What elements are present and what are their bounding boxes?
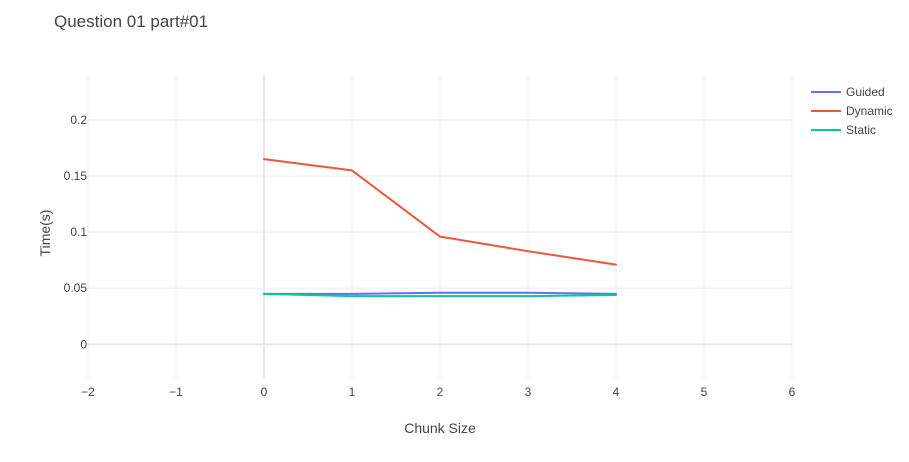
- x-tick-label: 6: [789, 385, 796, 399]
- x-tick-label: −2: [81, 385, 95, 399]
- legend: Guided Dynamic Static: [811, 85, 893, 137]
- y-tick-label: 0.2: [70, 113, 87, 127]
- y-axis-ticks: 0 0.05 0.1 0.15 0.2: [64, 113, 88, 351]
- grid-layer: [87, 75, 793, 378]
- y-tick-label: 0.05: [64, 281, 88, 295]
- series-line-dynamic: [263, 158, 617, 266]
- y-tick-label: 0: [80, 337, 87, 351]
- x-tick-label: 2: [437, 385, 444, 399]
- y-axis-title: Time(s): [37, 210, 53, 257]
- series-line-guided: [263, 291, 617, 295]
- legend-label-dynamic: Dynamic: [846, 104, 893, 118]
- x-tick-label: 5: [701, 385, 708, 399]
- x-tick-label: 0: [261, 385, 268, 399]
- series-line-static: [263, 292, 617, 298]
- y-tick-label: 0.1: [70, 225, 87, 239]
- chart-title: Question 01 part#01: [54, 12, 208, 31]
- x-tick-label: −1: [169, 385, 183, 399]
- legend-label-static: Static: [846, 123, 876, 137]
- x-axis-title: Chunk Size: [404, 420, 476, 436]
- x-tick-label: 1: [349, 385, 356, 399]
- x-tick-label: 4: [613, 385, 620, 399]
- y-tick-label: 0.15: [64, 169, 88, 183]
- x-axis-ticks: −2 −1 0 1 2 3 4 5 6: [81, 385, 796, 399]
- legend-label-guided: Guided: [846, 85, 885, 99]
- x-tick-label: 3: [525, 385, 532, 399]
- series-layer: [263, 158, 617, 298]
